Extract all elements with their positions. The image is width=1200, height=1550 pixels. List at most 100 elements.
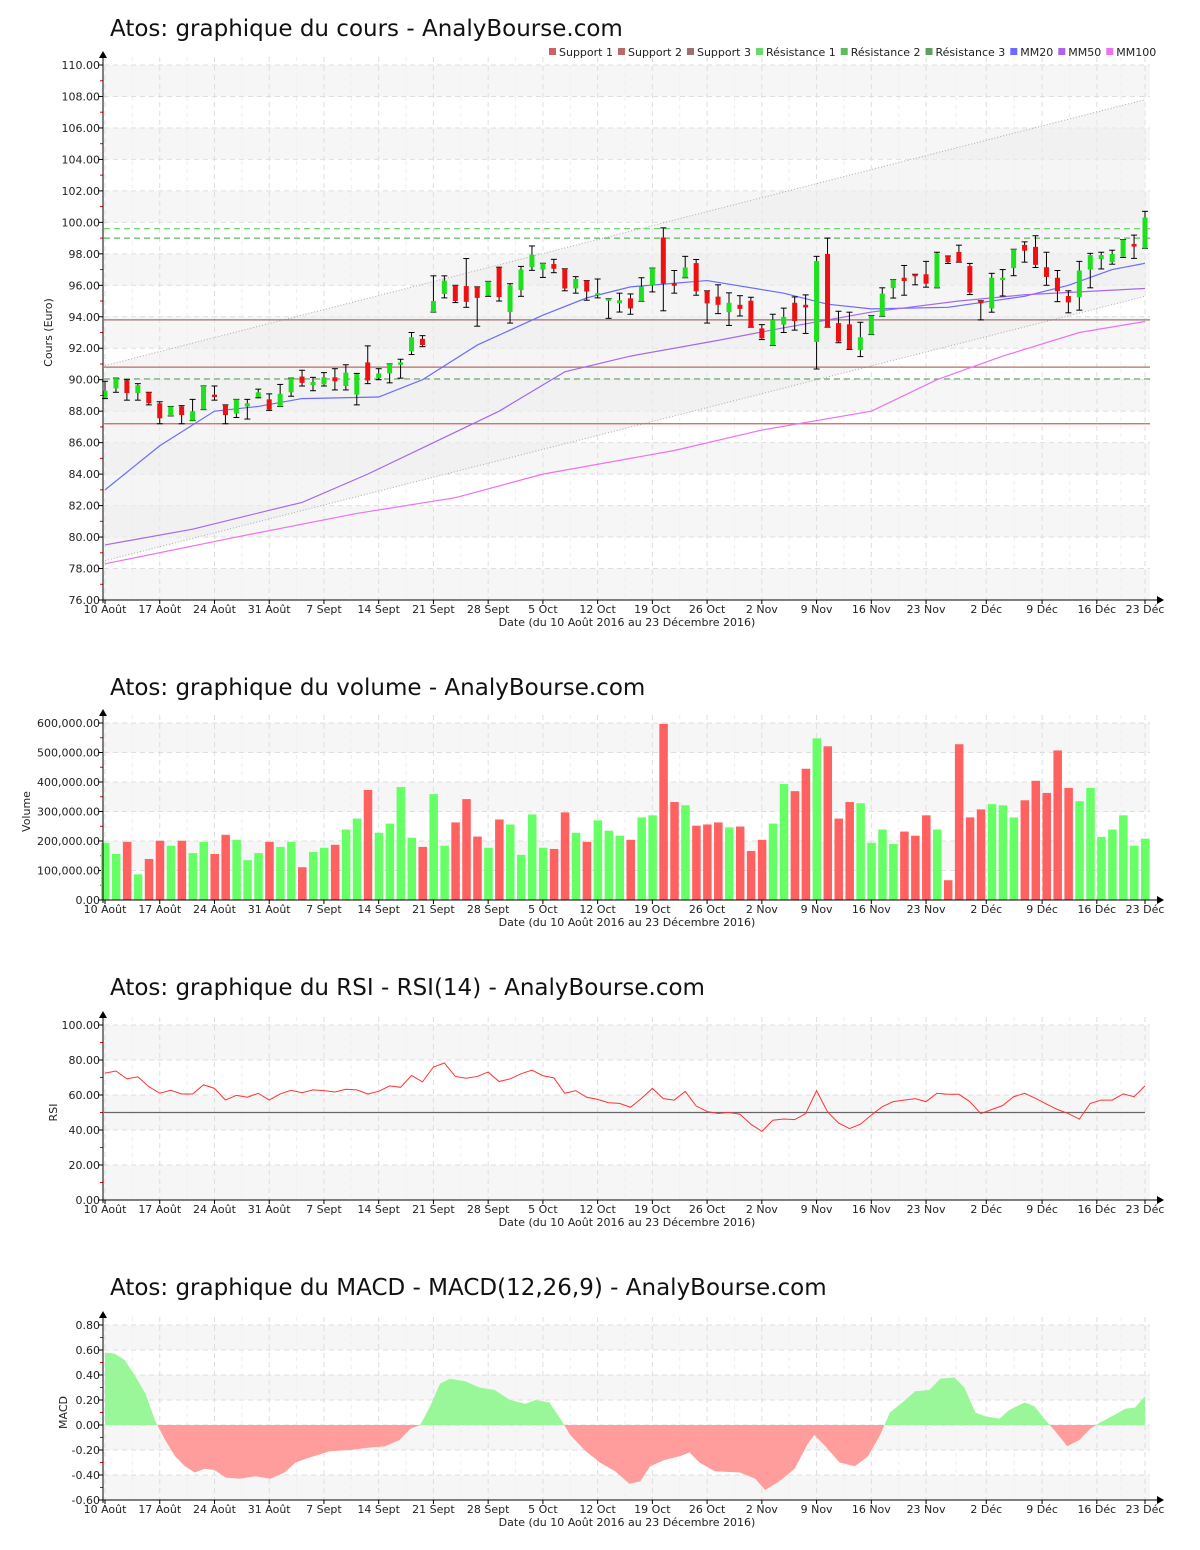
candle xyxy=(463,258,470,308)
candle xyxy=(134,383,141,401)
legend-label: Résistance 1 xyxy=(766,46,836,59)
grid-band xyxy=(104,568,1150,600)
x-tick-label: 2 Nov xyxy=(746,603,778,616)
candle-body xyxy=(332,377,338,382)
candle xyxy=(1131,234,1138,259)
candle-body xyxy=(879,293,885,317)
legend-swatch xyxy=(755,48,763,55)
x-tick-label: 14 Sept xyxy=(357,1203,400,1216)
candle xyxy=(736,295,743,317)
volume-bar xyxy=(1053,750,1062,900)
candle xyxy=(693,258,700,296)
x-tick-label: 12 Oct xyxy=(579,1503,616,1516)
candle-body xyxy=(321,377,327,385)
candle xyxy=(441,275,448,299)
volume-bar xyxy=(670,802,679,900)
x-tick-label: 24 Août xyxy=(193,1203,237,1216)
volume-bar xyxy=(976,809,986,900)
x-axis-arrow-icon xyxy=(1157,1196,1164,1204)
candle xyxy=(1043,251,1050,286)
volume-bar xyxy=(287,841,296,900)
y-tick-label: 88.00 xyxy=(69,405,101,418)
candle xyxy=(331,368,338,391)
rsi-line xyxy=(104,1062,1146,1133)
x-tick-label: 23 Déc xyxy=(1126,1503,1165,1516)
y-tick-label: 400,000.00 xyxy=(37,776,100,789)
y-axis-arrow-icon xyxy=(99,51,107,58)
volume-bar xyxy=(703,824,712,900)
candle-body xyxy=(1054,277,1060,292)
volume-bar xyxy=(1020,800,1030,900)
x-tick-label: 16 Nov xyxy=(852,603,891,616)
volume-bar xyxy=(309,851,318,900)
y-tick-label: 0.20 xyxy=(76,1394,101,1407)
x-tick-label: 12 Oct xyxy=(579,1203,616,1216)
x-tick-label: 16 Déc xyxy=(1077,603,1116,616)
candle xyxy=(266,393,273,411)
candle xyxy=(474,286,481,327)
x-tick-label: 28 Sept xyxy=(467,1503,510,1516)
candle-body xyxy=(803,304,809,308)
y-axis-title: MACD xyxy=(57,1396,70,1429)
candle xyxy=(310,376,316,392)
y-tick-label: 0.80 xyxy=(76,1319,101,1332)
y-tick-label: 96.00 xyxy=(69,279,101,292)
volume-bar xyxy=(440,845,449,900)
volume-bar xyxy=(637,817,646,900)
volume-bar xyxy=(560,812,570,900)
candle xyxy=(288,377,295,397)
volume-bar xyxy=(604,830,614,900)
volume-bar xyxy=(823,746,833,900)
y-tick-label: 104.00 xyxy=(62,153,101,166)
x-tick-label: 26 Oct xyxy=(689,603,726,616)
legend-item: Support 3 xyxy=(686,46,751,59)
y-tick-label: 106.00 xyxy=(62,122,101,135)
volume-bar xyxy=(790,791,800,900)
legend-item: Résistance 1 xyxy=(755,46,836,59)
candle xyxy=(1087,252,1094,289)
legend-item: MM20 xyxy=(1010,46,1053,59)
x-tick-label: 19 Oct xyxy=(634,903,671,916)
y-tick-label: 200,000.00 xyxy=(37,835,100,848)
candle xyxy=(912,273,919,286)
volume-bar xyxy=(166,845,176,900)
candle xyxy=(507,283,514,324)
candle-body xyxy=(1033,246,1039,265)
candle-body xyxy=(573,279,579,289)
x-tick-label: 2 Nov xyxy=(746,1203,778,1216)
x-tick-label: 23 Nov xyxy=(907,1503,946,1516)
candle-body xyxy=(496,267,502,298)
candle-body xyxy=(912,274,918,277)
chart-title: Atos: graphique du volume - AnalyBourse.… xyxy=(110,675,645,701)
x-axis-arrow-icon xyxy=(1157,896,1164,904)
candle-body xyxy=(146,392,152,404)
candle-body xyxy=(518,269,524,291)
candle-body xyxy=(452,285,458,302)
y-tick-label: 98.00 xyxy=(69,248,101,261)
candle-body xyxy=(846,324,852,350)
legend-label: Support 2 xyxy=(628,46,682,59)
candle xyxy=(277,383,284,407)
volume-bar xyxy=(1141,838,1150,900)
candle-body xyxy=(923,274,929,284)
volume-bar xyxy=(933,829,942,900)
candle xyxy=(955,244,962,263)
candle xyxy=(879,287,886,317)
x-tick-label: 17 Août xyxy=(138,1203,182,1216)
candle xyxy=(726,292,732,326)
candle xyxy=(660,227,667,312)
volume-bar xyxy=(199,841,209,900)
candle-body xyxy=(901,277,907,282)
candle-body xyxy=(1098,255,1104,260)
candle-body xyxy=(277,393,283,407)
candle-body xyxy=(135,385,141,394)
grid-band xyxy=(104,65,1150,97)
x-tick-label: 31 Août xyxy=(248,903,292,916)
candle xyxy=(594,278,601,299)
y-tick-label: 600,000.00 xyxy=(37,717,100,730)
candle-body xyxy=(595,293,601,296)
candle-body xyxy=(781,316,787,325)
x-tick-label: 9 Nov xyxy=(801,1503,833,1516)
candle xyxy=(671,270,678,294)
legend-item: Résistance 2 xyxy=(840,46,921,59)
